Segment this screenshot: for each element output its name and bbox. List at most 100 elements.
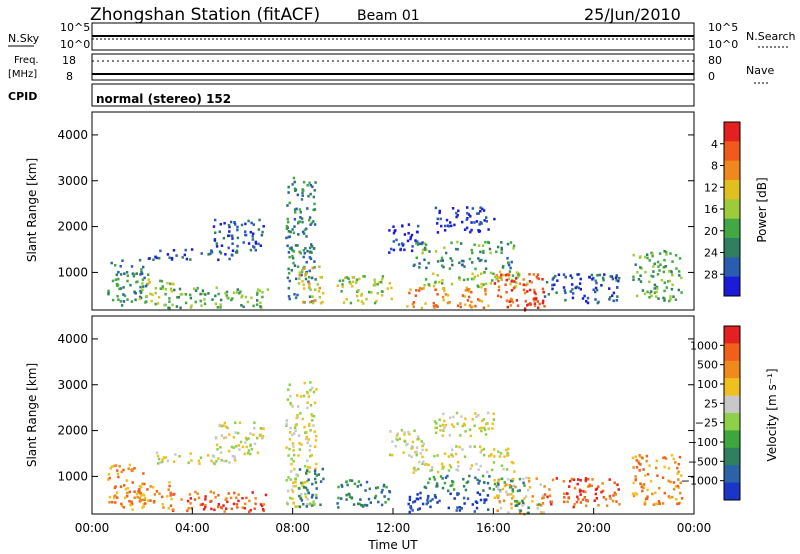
colorbar-swatch bbox=[724, 218, 740, 239]
range-cell bbox=[301, 194, 304, 197]
range-cell bbox=[436, 501, 439, 504]
range-cell bbox=[285, 422, 288, 426]
range-cell bbox=[429, 469, 432, 472]
scatter-region bbox=[169, 490, 268, 514]
range-cell bbox=[482, 453, 486, 457]
range-cell bbox=[232, 502, 236, 506]
range-cell bbox=[642, 468, 645, 471]
range-cell bbox=[646, 497, 649, 500]
range-cell bbox=[637, 278, 641, 281]
range-cell bbox=[492, 418, 496, 421]
range-cell bbox=[123, 484, 126, 487]
range-cell bbox=[495, 274, 498, 277]
range-cell bbox=[449, 484, 452, 488]
range-cell bbox=[196, 286, 199, 290]
range-cell bbox=[466, 278, 469, 281]
range-cell bbox=[433, 306, 436, 309]
range-cell bbox=[615, 279, 618, 282]
range-cell bbox=[524, 299, 527, 303]
range-cell bbox=[230, 253, 234, 257]
range-cell bbox=[297, 233, 300, 236]
range-cell bbox=[296, 244, 299, 247]
range-cell bbox=[166, 495, 169, 498]
range-cell bbox=[253, 421, 256, 425]
range-cell bbox=[631, 492, 635, 496]
range-cell bbox=[157, 457, 161, 461]
range-cell bbox=[164, 292, 167, 296]
range-cell bbox=[290, 470, 293, 473]
range-cell bbox=[228, 433, 231, 436]
range-cell bbox=[667, 479, 670, 483]
range-cell bbox=[436, 293, 439, 296]
range-cell bbox=[487, 411, 490, 415]
colorbar-tick-label: 25 bbox=[704, 397, 718, 410]
range-cell bbox=[247, 219, 250, 223]
range-cell bbox=[445, 218, 449, 222]
range-cell bbox=[653, 283, 657, 287]
range-cell bbox=[392, 240, 395, 243]
range-cell bbox=[214, 302, 218, 306]
range-cell bbox=[298, 442, 301, 445]
range-cell bbox=[440, 224, 443, 228]
range-cell bbox=[646, 473, 650, 476]
range-cell bbox=[551, 278, 554, 281]
range-cell bbox=[309, 257, 313, 260]
range-cell bbox=[595, 487, 599, 491]
range-cell bbox=[593, 499, 596, 502]
range-cell bbox=[443, 419, 446, 423]
range-cell bbox=[442, 429, 445, 432]
range-cell bbox=[444, 224, 447, 228]
range-cell bbox=[479, 206, 482, 209]
range-cell bbox=[439, 475, 443, 478]
range-cell bbox=[231, 237, 234, 240]
colorbar-swatch bbox=[724, 482, 740, 501]
scatter-region bbox=[285, 381, 318, 508]
range-cell bbox=[473, 221, 476, 224]
range-cell bbox=[551, 287, 554, 291]
range-cell bbox=[373, 278, 376, 282]
range-cell bbox=[309, 444, 312, 448]
range-cell bbox=[360, 292, 363, 296]
range-cell bbox=[504, 283, 507, 286]
nsky-tick-top: 10^5 bbox=[60, 21, 90, 34]
range-cell bbox=[672, 457, 675, 461]
range-cell bbox=[200, 252, 203, 255]
range-cell bbox=[531, 499, 534, 503]
range-cell bbox=[252, 433, 255, 436]
range-cell bbox=[305, 235, 308, 238]
range-cell bbox=[215, 245, 219, 248]
range-cell bbox=[468, 288, 471, 291]
range-cell bbox=[480, 282, 483, 286]
range-cell bbox=[423, 284, 426, 287]
range-cell bbox=[352, 503, 356, 506]
range-cell bbox=[213, 239, 217, 242]
station-title: Zhongshan Station (fitACF) bbox=[90, 5, 320, 25]
range-cell bbox=[302, 232, 306, 235]
range-cell bbox=[224, 291, 227, 295]
range-cell bbox=[302, 502, 305, 506]
range-cell bbox=[228, 230, 231, 233]
range-cell bbox=[676, 502, 679, 506]
range-cell bbox=[295, 207, 298, 211]
range-cell bbox=[294, 424, 297, 427]
range-cell bbox=[639, 455, 642, 459]
range-cell bbox=[307, 395, 310, 398]
range-cell bbox=[491, 279, 494, 282]
range-cell bbox=[311, 482, 314, 486]
range-cell bbox=[383, 495, 386, 498]
range-cell bbox=[651, 252, 654, 255]
range-cell bbox=[286, 244, 289, 248]
range-cell bbox=[568, 485, 571, 488]
range-cell bbox=[569, 274, 572, 277]
range-cell bbox=[655, 502, 659, 506]
range-cell bbox=[300, 499, 304, 502]
range-cell bbox=[119, 485, 123, 488]
range-cell bbox=[377, 500, 380, 504]
range-cell bbox=[410, 455, 413, 459]
range-cell bbox=[512, 244, 516, 248]
range-cell bbox=[576, 495, 579, 499]
range-cell bbox=[300, 217, 304, 220]
range-cell bbox=[477, 414, 480, 417]
range-cell bbox=[425, 462, 428, 466]
range-cell bbox=[643, 503, 646, 506]
